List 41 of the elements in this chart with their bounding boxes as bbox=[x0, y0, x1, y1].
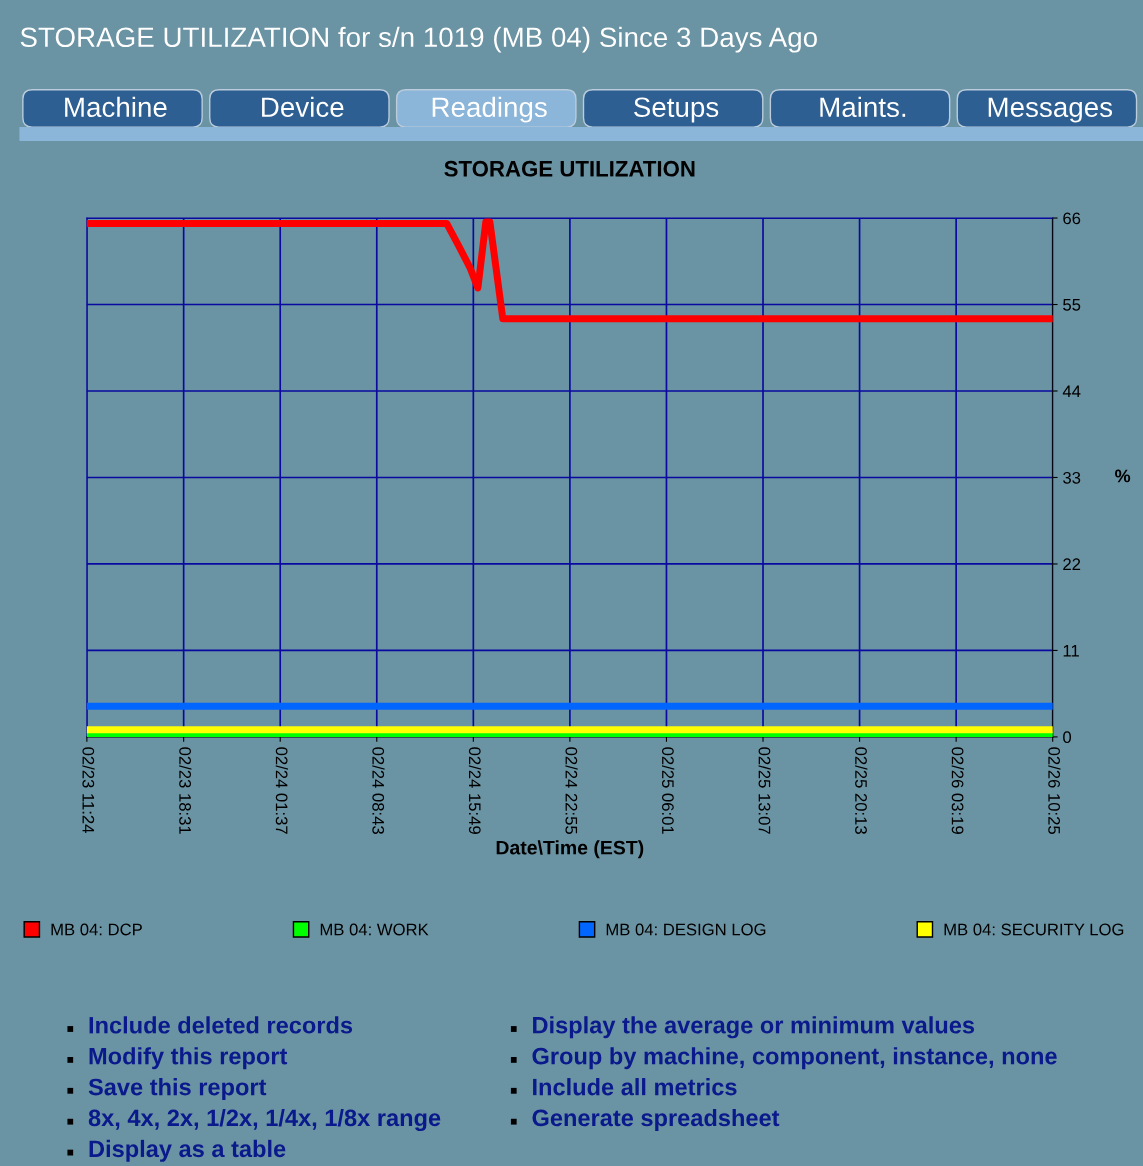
text: Generate spreadsheet bbox=[532, 1108, 780, 1131]
text: 8x, 4x, 2x, 1/2x, 1/4x, 1/8x range bbox=[88, 1108, 441, 1131]
x-tick-label: 02/26 03:19 bbox=[951, 747, 964, 834]
legend-label: MB 04: DESIGN LOG bbox=[606, 923, 766, 936]
y-tick-label: 11 bbox=[1063, 645, 1079, 657]
x-tick-label: 02/25 13:07 bbox=[758, 747, 771, 834]
x-tick-label: 02/24 22:55 bbox=[565, 747, 578, 834]
text: Setups bbox=[634, 97, 719, 123]
text: Readings bbox=[432, 96, 547, 123]
y-tick-label: 33 bbox=[1063, 471, 1081, 484]
x-tick-label: 02/25 20:13 bbox=[855, 747, 868, 834]
y-tick-label: 44 bbox=[1062, 385, 1081, 398]
y-tick-label: 0 bbox=[1063, 731, 1072, 744]
text: Maints. bbox=[820, 96, 906, 118]
x-tick-label: 02/23 11:24 bbox=[82, 747, 95, 833]
legend-label: MB 04: WORK bbox=[320, 923, 429, 936]
text: Group by machine, component, instance, none bbox=[532, 1047, 1057, 1070]
text: Modify this report bbox=[89, 1047, 288, 1070]
x-axis-title: Date\Time (EST) bbox=[496, 840, 644, 859]
text: Display as a table bbox=[89, 1139, 286, 1162]
x-tick-label: 02/25 06:01 bbox=[661, 747, 675, 834]
text: STORAGE UTILIZATION for s/n 1019 (MB 04) Since 3 Days Ago bbox=[20, 26, 817, 53]
y-tick-label: 22 bbox=[1063, 558, 1081, 570]
chart-title: STORAGE UTILIZATION bbox=[444, 160, 695, 177]
text: Messages bbox=[988, 97, 1113, 123]
text: Machine bbox=[65, 96, 167, 118]
legend-label: MB 04: SECURITY LOG bbox=[944, 923, 1124, 936]
text: Display the average or minimum values bbox=[533, 1016, 975, 1039]
legend-label: MB 04: DCP bbox=[51, 923, 142, 936]
y-tick-label: 66 bbox=[1063, 212, 1081, 225]
y-tick-label: 55 bbox=[1063, 299, 1081, 311]
x-tick-label: 02/24 08:43 bbox=[372, 747, 385, 834]
text: Save this report bbox=[88, 1078, 267, 1101]
x-tick-label: 02/24 01:37 bbox=[275, 747, 288, 834]
x-tick-label: 02/26 10:25 bbox=[1048, 747, 1061, 834]
x-tick-label: 02/23 18:31 bbox=[179, 747, 192, 834]
y-axis-title: % bbox=[1115, 469, 1131, 483]
text: Include all metrics bbox=[533, 1078, 737, 1096]
x-tick-label: 02/24 15:49 bbox=[468, 747, 482, 834]
text: Device bbox=[262, 96, 344, 118]
text: Include deleted records bbox=[89, 1016, 353, 1034]
